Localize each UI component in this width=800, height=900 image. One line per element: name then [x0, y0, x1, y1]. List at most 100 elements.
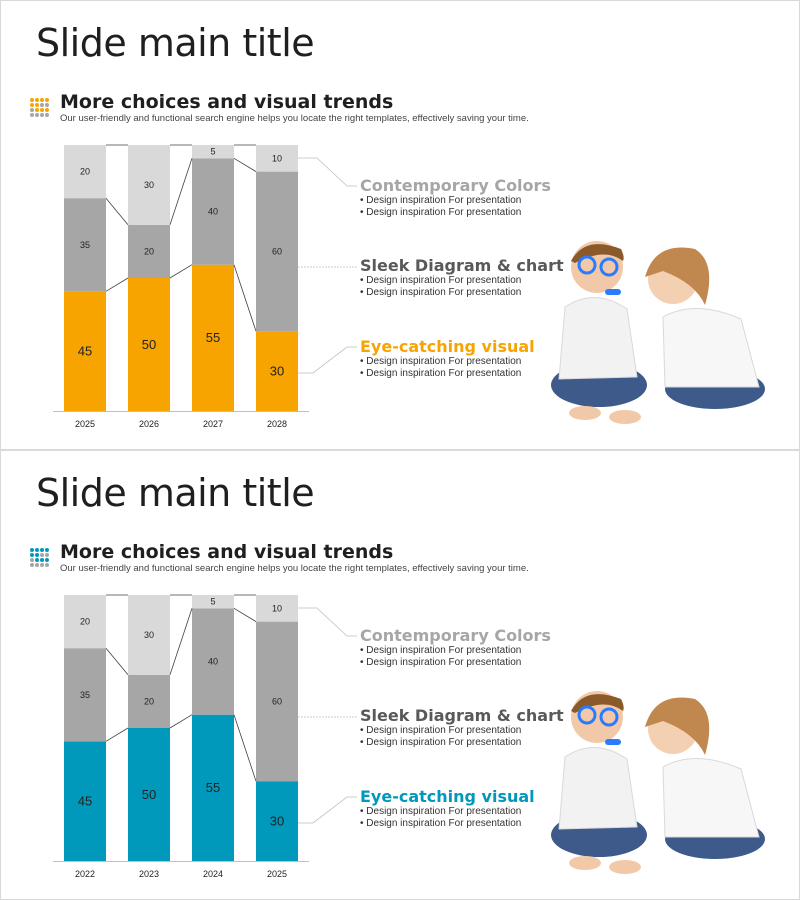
bar-segment	[192, 608, 234, 715]
dot	[30, 548, 34, 552]
category-bullet: • Design inspiration For presentation	[360, 725, 522, 736]
category-bullet: • Design inspiration For presentation	[360, 368, 522, 379]
dot	[30, 563, 34, 567]
toy-spoon	[605, 739, 621, 745]
section-heading: More choices and visual trends	[60, 541, 394, 563]
series-connector	[105, 647, 129, 676]
category-title: Contemporary Colors	[360, 176, 551, 195]
category-bullet: • Design inspiration For presentation	[360, 207, 522, 218]
data-label: 10	[272, 603, 282, 613]
bar-segment	[256, 621, 298, 782]
bar-segment	[192, 714, 234, 861]
data-label: 60	[272, 246, 282, 256]
dot	[45, 103, 49, 107]
bar-segment	[64, 291, 106, 411]
section-heading: More choices and visual trends	[60, 91, 394, 113]
dot	[35, 103, 39, 107]
dot	[40, 103, 44, 107]
data-label: 30	[270, 363, 284, 378]
dot	[40, 548, 44, 552]
category-bullet: • Design inspiration For presentation	[360, 657, 522, 668]
category-bullet: • Design inspiration For presentation	[360, 737, 522, 748]
bar-segment	[192, 264, 234, 411]
dot	[40, 563, 44, 567]
boy-shirt	[558, 297, 638, 380]
category-sleek-diagram: Sleek Diagram & chart • Design inspirati…	[360, 256, 564, 299]
dot	[30, 558, 34, 562]
category-contemporary-colors: Contemporary Colors • Design inspiration…	[360, 626, 551, 669]
glasses-lens	[599, 257, 619, 277]
series-connector	[105, 197, 129, 226]
category-bullet: • Design inspiration For presentation	[360, 195, 522, 206]
series-connector	[233, 607, 257, 622]
data-label: 45	[78, 793, 92, 808]
leader-line	[298, 607, 357, 637]
x-tick-label: 2027	[203, 419, 223, 429]
category-bullet: • Design inspiration For presentation	[360, 818, 522, 829]
data-label: 60	[272, 696, 282, 706]
dot	[40, 113, 44, 117]
leader-line	[298, 346, 357, 374]
data-label: 40	[208, 657, 218, 667]
category-bullet: • Design inspiration For presentation	[360, 645, 522, 656]
dot	[40, 558, 44, 562]
dots-icon	[30, 548, 50, 568]
x-tick-label: 2026	[139, 419, 159, 429]
category-bullet: • Design inspiration For presentation	[360, 356, 522, 367]
data-label: 35	[80, 240, 90, 250]
category-bullet: • Design inspiration For presentation	[360, 275, 522, 286]
category-title: Sleek Diagram & chart	[360, 256, 564, 275]
glasses-lens	[599, 707, 619, 727]
data-label: 45	[78, 343, 92, 358]
data-label: 50	[142, 787, 156, 802]
bar-segment	[192, 145, 234, 159]
series-connector	[233, 264, 257, 332]
glasses-lens	[577, 705, 597, 725]
slide-2: Slide main title More choices and visual…	[1, 451, 799, 899]
data-label: 55	[206, 330, 220, 345]
dot	[40, 108, 44, 112]
category-bullet: • Design inspiration For presentation	[360, 806, 522, 817]
data-label: 20	[144, 696, 154, 706]
category-title: Eye-catching visual	[360, 337, 535, 356]
section-description: Our user-friendly and functional search …	[60, 563, 529, 574]
girl-shirt	[662, 308, 760, 388]
data-label: 50	[142, 337, 156, 352]
x-tick-label: 2024	[203, 869, 223, 879]
dot	[45, 113, 49, 117]
data-label: 20	[80, 167, 90, 177]
bar-segment	[192, 158, 234, 265]
series-connector	[233, 157, 257, 172]
dot	[45, 558, 49, 562]
girl-hair	[645, 247, 710, 305]
dots-icon	[30, 98, 50, 118]
bar-segment	[256, 595, 298, 622]
bar-segment	[64, 198, 106, 292]
series-connector	[169, 264, 193, 279]
category-title: Eye-catching visual	[360, 787, 535, 806]
category-contemporary-colors: Contemporary Colors • Design inspiration…	[360, 176, 551, 219]
dot	[30, 553, 34, 557]
bar-segment	[64, 741, 106, 861]
data-label: 30	[270, 813, 284, 828]
bar-segment	[64, 648, 106, 742]
bar-segment	[128, 224, 170, 278]
data-label: 20	[144, 246, 154, 256]
bar-segment	[256, 781, 298, 861]
category-eye-catching: Eye-catching visual • Design inspiration…	[360, 787, 535, 830]
dot	[45, 98, 49, 102]
x-tick-label: 2025	[267, 869, 287, 879]
toy-spoon	[605, 289, 621, 295]
series-connector	[169, 608, 193, 675]
bar-segment	[128, 278, 170, 411]
series-connector	[169, 714, 193, 729]
dot	[30, 103, 34, 107]
series-connector	[105, 277, 129, 292]
leader-line	[298, 796, 357, 824]
stacked-bar-chart: 45 35 20 2022 50 20 30 2023 55 40 5 2024 30 60 10 2025	[53, 594, 357, 879]
leader-line	[298, 157, 357, 187]
bar-segment	[192, 595, 234, 609]
bar-segment	[128, 728, 170, 861]
dot	[35, 108, 39, 112]
dot	[40, 553, 44, 557]
